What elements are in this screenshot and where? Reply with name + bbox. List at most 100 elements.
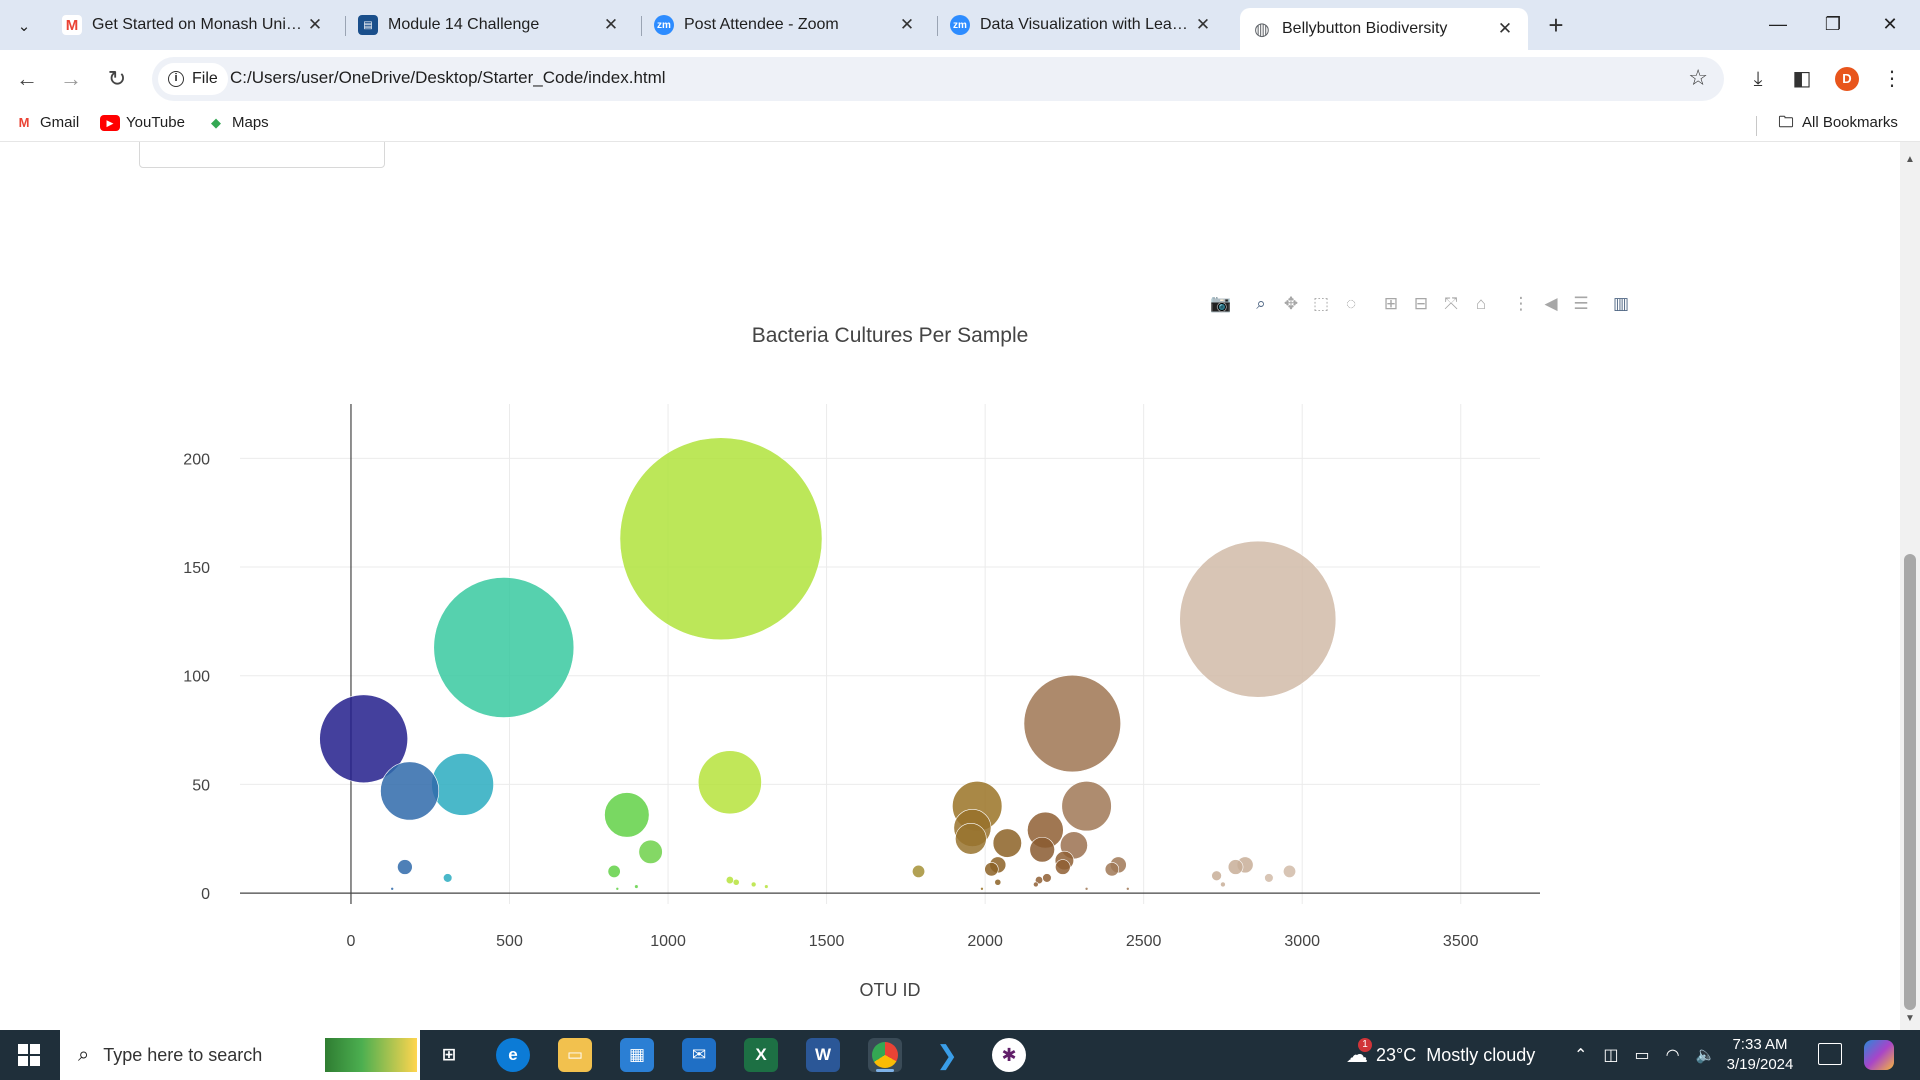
zoom-out-icon[interactable]: ⊟ [1413, 294, 1429, 313]
windows-taskbar: ⌕ Type here to search ⊞ e ▭ ▦ ✉ X W ❯ ✱ … [0, 1030, 1920, 1080]
bookmark-maps[interactable]: ◆ Maps [206, 114, 269, 131]
bubble-chart: Bacteria Cultures Per Sample OTU ID 0 500… [183, 324, 1540, 1000]
bubble-point [397, 859, 413, 875]
all-bookmarks-button[interactable]: 🗀 All Bookmarks [1776, 114, 1898, 131]
vertical-scrollbar[interactable]: ▲ ▼ [1900, 142, 1920, 1030]
plotly-logo-icon[interactable]: ▥ [1612, 294, 1630, 313]
x-tick-label: 3500 [1443, 933, 1479, 950]
minimize-icon[interactable]: — [1769, 14, 1787, 34]
close-icon[interactable]: ✕ [307, 15, 323, 34]
bookmark-label: Maps [232, 114, 269, 131]
bookmark-youtube[interactable]: ▶ YouTube [100, 114, 185, 131]
download-icon[interactable]: ⤓ [1753, 68, 1763, 90]
new-tab-button[interactable]: + [1548, 10, 1564, 40]
weather-text: 23°C Mostly cloudy [1376, 1044, 1536, 1065]
battery-icon[interactable]: ▭ [1634, 1047, 1650, 1064]
lasso-select-icon[interactable]: ◌ [1345, 294, 1357, 313]
more-menu-icon[interactable]: ⋮ [1882, 68, 1902, 90]
vscode-icon[interactable]: ❯ [936, 1039, 958, 1070]
zoom-in-icon[interactable]: ⊞ [1383, 294, 1399, 313]
weather-cloud-icon: ☁ 1 [1346, 1038, 1372, 1068]
search-highlight-icon[interactable] [325, 1038, 417, 1072]
chevron-up-icon[interactable]: ⌃ [1574, 1047, 1588, 1064]
back-icon[interactable]: ← [16, 66, 38, 91]
task-view-icon[interactable]: ⊞ [441, 1045, 457, 1064]
url-text[interactable]: C:/Users/user/OneDrive/Desktop/Starter_C… [230, 68, 666, 87]
tab-divider [345, 16, 346, 36]
bookmark-star-icon[interactable]: ☆ [1688, 65, 1708, 90]
bubble-point [1126, 886, 1130, 891]
spike-lines-icon[interactable]: ⋮ [1512, 294, 1530, 313]
chrome-icon[interactable] [868, 1038, 902, 1072]
weather-widget[interactable]: ☁ 1 23°C Mostly cloudy [1346, 1030, 1535, 1080]
close-icon[interactable]: ✕ [1195, 15, 1211, 34]
all-bookmarks-label: All Bookmarks [1802, 114, 1898, 131]
box-select-icon[interactable]: ⬚ [1312, 294, 1330, 313]
zoom-icon: zm [654, 15, 674, 35]
bookmarks-bar: M Gmail ▶ YouTube ◆ Maps 🗀 All Bookmarks [0, 108, 1920, 142]
tab-zoom-post-attendee[interactable]: zm Post Attendee - Zoom ✕ [642, 8, 930, 42]
zoom-icon[interactable]: ⌕ [1256, 294, 1266, 313]
mail-icon[interactable]: ✉ [682, 1038, 716, 1072]
bookmark-gmail[interactable]: M Gmail [14, 114, 80, 131]
restore-icon[interactable]: ❐ [1824, 14, 1842, 34]
microsoft-store-icon[interactable]: ▦ [620, 1038, 654, 1072]
address-bar[interactable]: i File C:/Users/user/OneDrive/Desktop/St… [152, 57, 1724, 101]
bubble-point [1061, 781, 1112, 832]
scroll-up-icon[interactable]: ▲ [1905, 154, 1915, 165]
taskbar-clock[interactable]: 7:33 AM 3/19/2024 [1710, 1035, 1810, 1075]
windows-start-icon[interactable] [18, 1044, 40, 1066]
wifi-icon[interactable]: ◠ [1665, 1047, 1680, 1064]
edge-icon[interactable]: e [496, 1038, 530, 1072]
tab-zoom-leaflet[interactable]: zm Data Visualization with Leaflet - ✕ [938, 8, 1226, 42]
camera-icon[interactable]: 📷 [1210, 294, 1232, 313]
bubble-point [1023, 674, 1121, 773]
chart-grid [240, 404, 1540, 904]
hover-closest-icon[interactable]: ◀ [1544, 294, 1558, 313]
scroll-thumb[interactable] [1904, 554, 1916, 1010]
tab-module-14[interactable]: ▤ Module 14 Challenge ✕ [346, 8, 634, 42]
bubble-point [443, 873, 453, 883]
tab-gmail[interactable]: M Get Started on Monash Univers ✕ [50, 8, 338, 42]
copilot-icon[interactable] [1864, 1040, 1894, 1070]
close-icon[interactable]: ✕ [1497, 19, 1513, 38]
tab-bellybutton-biodiversity[interactable]: ◍ Bellybutton Biodiversity ✕ [1240, 8, 1528, 50]
gmail-icon: M [18, 114, 30, 130]
notification-icon[interactable] [1818, 1043, 1842, 1065]
maps-icon: ◆ [211, 114, 221, 130]
forward-icon[interactable]: → [60, 66, 82, 91]
scroll-down-icon[interactable]: ▼ [1905, 1013, 1915, 1024]
bubble-point [638, 839, 663, 864]
site-info-chip[interactable]: i File [158, 63, 228, 95]
volume-icon[interactable]: 🔈 [1695, 1047, 1716, 1064]
autoscale-icon[interactable]: ⤧ [1444, 294, 1458, 313]
profile-avatar[interactable]: D [1835, 67, 1859, 91]
bubble-point [607, 864, 621, 878]
reset-axes-icon[interactable]: ⌂ [1475, 294, 1487, 313]
tab-title: Data Visualization with Leaflet - [980, 16, 1192, 33]
word-icon[interactable]: W [806, 1038, 840, 1072]
slack-icon[interactable]: ✱ [992, 1038, 1026, 1072]
close-window-icon[interactable]: ✕ [1882, 14, 1898, 34]
tab-divider [641, 16, 642, 36]
meet-now-icon[interactable]: ◫ [1603, 1047, 1619, 1064]
side-panel-icon[interactable]: ◧ [1792, 68, 1812, 90]
sample-dropdown-bottom-edge[interactable] [139, 142, 385, 168]
chart-bubbles [319, 437, 1337, 891]
active-app-indicator [876, 1069, 894, 1072]
bookmark-divider [1756, 116, 1757, 136]
tab-search-chevron-icon[interactable]: ⌄ [17, 18, 31, 35]
close-icon[interactable]: ✕ [899, 15, 915, 34]
file-explorer-icon[interactable]: ▭ [558, 1038, 592, 1072]
reload-icon[interactable]: ↻ [107, 66, 127, 91]
excel-icon[interactable]: X [744, 1038, 778, 1072]
bubble-point [619, 437, 823, 641]
chart-title: Bacteria Cultures Per Sample [752, 324, 1029, 347]
pan-icon[interactable]: ✥ [1283, 294, 1299, 313]
scheme-label: File [192, 70, 218, 87]
close-icon[interactable]: ✕ [603, 15, 619, 34]
y-tick-label: 100 [183, 669, 210, 686]
bubble-point [1179, 540, 1337, 698]
search-icon: ⌕ [78, 1043, 90, 1066]
hover-compare-icon[interactable]: ☰ [1573, 294, 1589, 313]
